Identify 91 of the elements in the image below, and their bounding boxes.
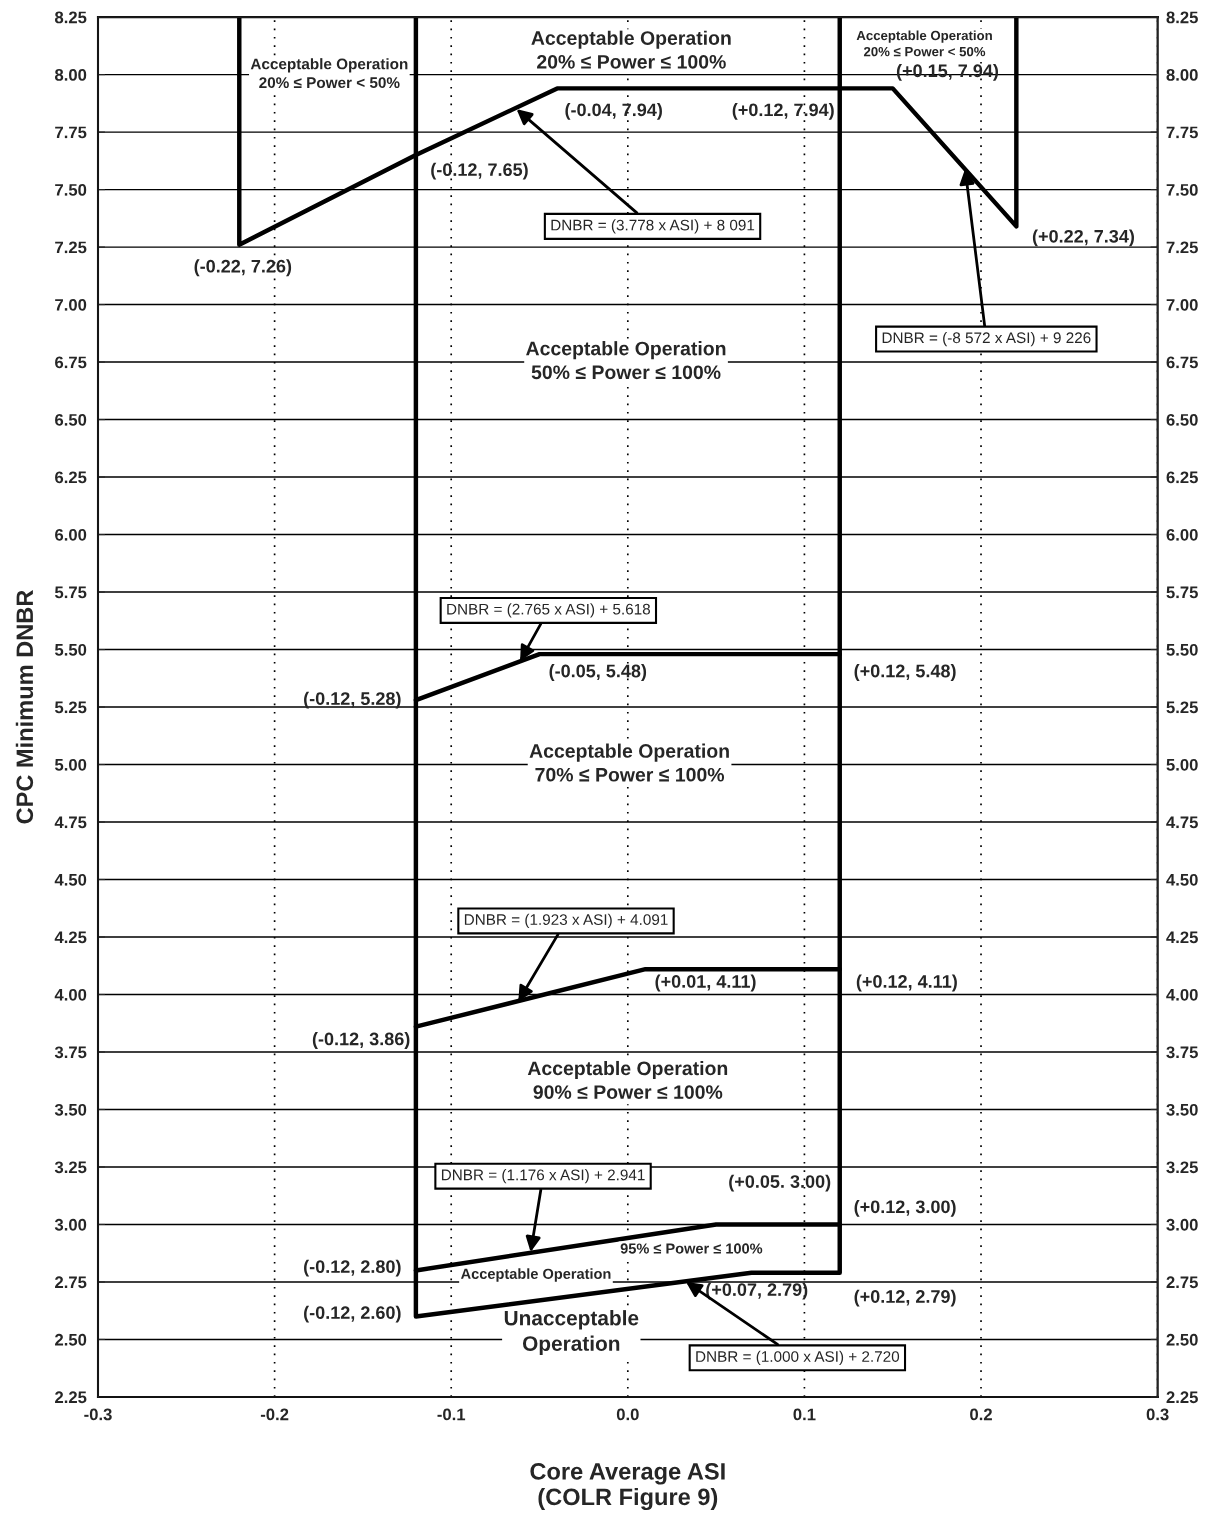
y2-tick-label: 7.25 bbox=[1166, 241, 1198, 254]
y-tick-label: 4.75 bbox=[54, 816, 87, 829]
annotation: (-0.22, 7.26) bbox=[194, 259, 292, 277]
y2-tick-label: 5.00 bbox=[1166, 758, 1198, 771]
annotation: (+0.12, 7.94) bbox=[732, 102, 834, 120]
annotation: DNBR = (1.923 x ASI) + 4.091 bbox=[464, 913, 668, 929]
annotation: DNBR = (3.778 x ASI) + 8 091 bbox=[551, 219, 755, 234]
annotation: (+0.05. 3.00) bbox=[729, 1174, 831, 1192]
y-tick-label: 7.00 bbox=[55, 298, 87, 311]
annotation: DNBR = (1.176 x ASI) + 2.941 bbox=[441, 1169, 645, 1184]
y2-tick-label: 4.50 bbox=[1166, 873, 1198, 886]
y2-tick-label: 6.00 bbox=[1166, 528, 1198, 541]
y-tick-label: 2.75 bbox=[55, 1276, 87, 1289]
annotation: (-0.12, 5.28) bbox=[304, 691, 401, 709]
annotation: Acceptable Operation 50% ≤ Power ≤ 100% bbox=[526, 341, 726, 380]
y-tick-label: 6.50 bbox=[55, 413, 87, 426]
y2-tick-label: 3.25 bbox=[1166, 1161, 1198, 1174]
annotation: Acceptable Operation 20% ≤ Power < 50% bbox=[856, 30, 992, 57]
annotation: (-0.12, 2.80) bbox=[304, 1259, 401, 1277]
y-tick-label: 5.00 bbox=[54, 758, 87, 771]
annotation: (+0.12, 3.00) bbox=[854, 1199, 956, 1217]
y-tick-label: 3.00 bbox=[54, 1218, 87, 1231]
annotation: Acceptable Operation bbox=[460, 1268, 611, 1282]
x-tick-label: 0.3 bbox=[1146, 1408, 1169, 1421]
y2-tick-label: 8.00 bbox=[1166, 68, 1198, 81]
y-tick-label: 6.25 bbox=[55, 471, 87, 484]
x-tick-label: -0.2 bbox=[260, 1408, 289, 1421]
annotation: Acceptable Operation 20% ≤ Power ≤ 100% bbox=[531, 30, 731, 69]
y2-tick-label: 5.75 bbox=[1166, 586, 1198, 599]
annotation: (-0.12, 7.65) bbox=[431, 162, 528, 180]
x-axis-title: Core Average ASI (COLR Figure 9) bbox=[530, 1463, 725, 1511]
y2-tick-label: 6.50 bbox=[1166, 413, 1198, 426]
y2-tick-label: 8.25 bbox=[1166, 11, 1198, 24]
x-tick-label: -0.3 bbox=[84, 1408, 112, 1421]
y-tick-label: 7.25 bbox=[55, 241, 87, 254]
y-axis-title: CPC Minimum DNBR bbox=[15, 590, 34, 824]
y2-tick-label: 7.50 bbox=[1166, 183, 1198, 196]
y2-tick-label: 4.00 bbox=[1166, 988, 1198, 1001]
y-tick-label: 4.50 bbox=[54, 873, 87, 886]
y-tick-label: 3.50 bbox=[54, 1103, 87, 1116]
y-tick-label: 7.50 bbox=[55, 183, 87, 196]
y2-tick-label: 2.25 bbox=[1166, 1391, 1198, 1404]
annotation: Acceptable Operation 70% ≤ Power ≤ 100% bbox=[529, 743, 729, 782]
x-tick-label: 0.1 bbox=[793, 1408, 816, 1421]
annotation: (-0.04, 7.94) bbox=[565, 102, 662, 120]
y2-tick-label: 6.25 bbox=[1166, 471, 1198, 484]
x-tick-label: 0.2 bbox=[970, 1408, 992, 1421]
annotation: Acceptable Operation 90% ≤ Power ≤ 100% bbox=[527, 1060, 728, 1099]
annotation: DNBR = (2.765 x ASI) + 5.618 bbox=[447, 603, 651, 618]
y2-tick-label: 4.25 bbox=[1166, 931, 1198, 944]
y-tick-label: 6.00 bbox=[55, 528, 87, 541]
y-tick-label: 3.75 bbox=[54, 1046, 87, 1059]
y-tick-label: 4.00 bbox=[54, 988, 87, 1001]
x-tick-label: 0.0 bbox=[616, 1408, 639, 1421]
y-tick-label: 5.50 bbox=[54, 643, 87, 656]
y-tick-label: 8.25 bbox=[54, 11, 87, 24]
annotation: DNBR = (1.000 x ASI) + 2.720 bbox=[696, 1350, 900, 1365]
y2-tick-label: 3.75 bbox=[1166, 1046, 1198, 1059]
annotation: 95% ≤ Power ≤ 100% bbox=[620, 1243, 763, 1254]
y-tick-label: 3.25 bbox=[54, 1161, 87, 1174]
annotation: (+0.07, 2.79) bbox=[706, 1282, 808, 1300]
y2-tick-label: 2.75 bbox=[1166, 1276, 1198, 1289]
annotation: (-0.12, 2.60) bbox=[304, 1305, 401, 1323]
y-tick-label: 6.75 bbox=[55, 356, 87, 369]
annotation: Unacceptable Operation bbox=[504, 1310, 639, 1355]
y2-tick-label: 3.00 bbox=[1166, 1218, 1198, 1231]
y2-tick-label: 5.50 bbox=[1166, 643, 1198, 656]
annotation: (+0.22, 7.34) bbox=[1032, 229, 1134, 247]
y-tick-label: 5.25 bbox=[54, 701, 87, 714]
x-tick-label: -0.1 bbox=[437, 1408, 466, 1421]
annotation: (-0.05, 5.48) bbox=[549, 664, 647, 681]
y2-tick-label: 2.50 bbox=[1166, 1333, 1198, 1346]
y2-tick-label: 5.25 bbox=[1166, 701, 1198, 714]
annotation: (+0.12, 4.11) bbox=[856, 974, 957, 992]
y2-tick-label: 7.00 bbox=[1166, 298, 1198, 311]
y2-tick-label: 4.75 bbox=[1166, 816, 1198, 829]
annotation: (-0.12, 3.86) bbox=[312, 1032, 410, 1049]
y-tick-label: 2.25 bbox=[55, 1391, 87, 1404]
y-tick-label: 8.00 bbox=[54, 68, 87, 81]
y-tick-label: 5.75 bbox=[54, 586, 87, 599]
y-tick-label: 2.50 bbox=[55, 1333, 87, 1346]
annotation: Acceptable Operation 20% ≤ Power < 50% bbox=[250, 58, 408, 89]
y2-tick-label: 7.75 bbox=[1166, 126, 1198, 139]
y-tick-label: 4.25 bbox=[54, 931, 87, 944]
annotation: (+0.12, 5.48) bbox=[854, 664, 956, 681]
annotation: (+0.01, 4.11) bbox=[655, 974, 756, 992]
y2-tick-label: 3.50 bbox=[1166, 1103, 1198, 1116]
annotation: DNBR = (-8 572 x ASI) + 9 226 bbox=[882, 331, 1091, 347]
annotation: (+0.12, 2.79) bbox=[854, 1289, 956, 1307]
y2-tick-label: 6.75 bbox=[1166, 356, 1198, 369]
y-tick-label: 7.75 bbox=[55, 126, 87, 139]
